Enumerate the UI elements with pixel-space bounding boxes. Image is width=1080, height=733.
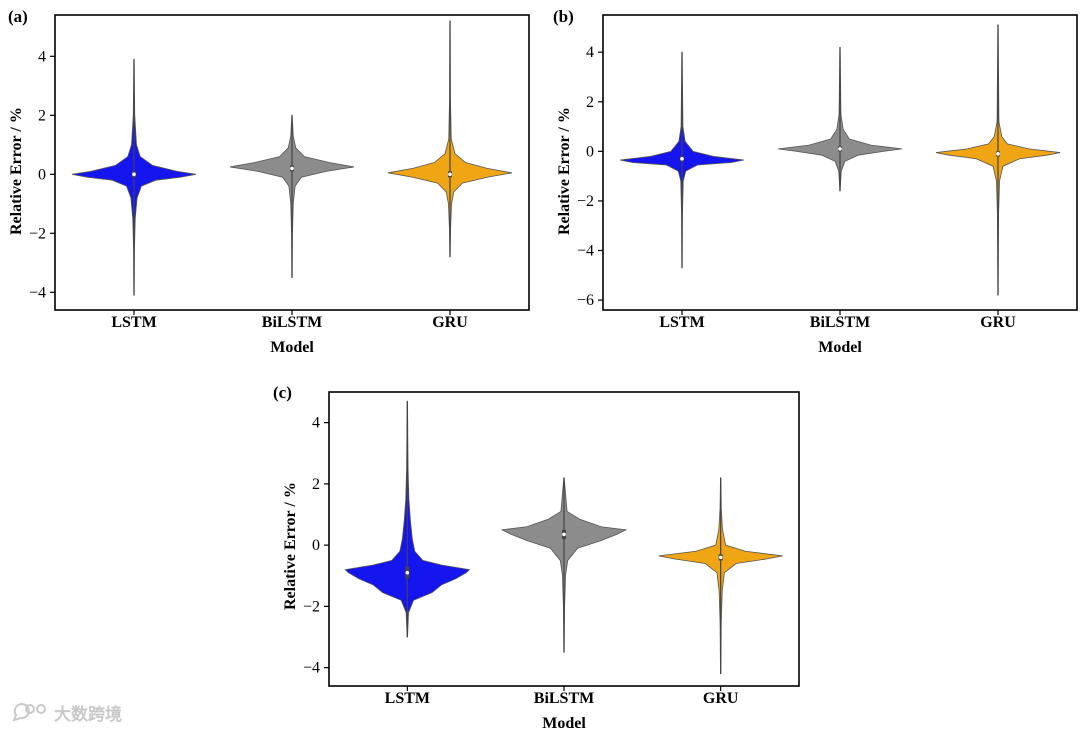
median-dot-bilstm <box>562 532 566 537</box>
x-tick-label: GRU <box>980 314 1016 331</box>
panel-label: (c) <box>273 383 292 402</box>
y-tick-label: −2 <box>29 225 46 242</box>
chat-bubble-icon <box>12 702 46 722</box>
y-tick-label: 2 <box>586 94 594 111</box>
y-tick-label: −6 <box>577 292 594 309</box>
chart-panel-b: (b) −6 −4 −2 0 2 4 LSTM BiLSTM GRU Model Relative E… <box>553 7 1078 356</box>
x-tick-label: BiLSTM <box>534 690 594 707</box>
x-tick-label: LSTM <box>659 314 704 331</box>
x-tick-label: GRU <box>703 690 739 707</box>
x-tick-label: LSTM <box>385 690 430 707</box>
x-tick-label: BiLSTM <box>810 314 870 331</box>
y-tick-label: −2 <box>577 193 594 210</box>
median-dot-bilstm <box>838 147 842 151</box>
median-dot-lstm <box>132 172 136 177</box>
x-axis-title: Model <box>818 339 862 356</box>
median-dot-bilstm <box>290 166 294 171</box>
x-tick-label: LSTM <box>111 314 156 331</box>
y-axis-title: Relative Error / % <box>282 482 299 610</box>
y-tick-label: 4 <box>586 44 594 61</box>
y-tick-label: 2 <box>38 107 46 124</box>
y-tick-label: −4 <box>303 660 320 677</box>
y-tick-label: 0 <box>38 166 46 183</box>
y-tick-label: −2 <box>303 598 320 615</box>
median-dot-gru <box>996 152 1000 156</box>
x-tick-label: GRU <box>432 314 468 331</box>
y-tick-label: 0 <box>312 537 320 554</box>
y-axis-title: Relative Error / % <box>556 107 573 235</box>
chart-panel-a: (a) −4 −2 0 2 4 LSTM BiLSTM GRU Model Relative Err… <box>8 7 530 356</box>
median-dot-lstm <box>680 156 684 161</box>
watermark: 大数跨境 <box>10 700 122 725</box>
x-axis-title: Model <box>270 339 314 356</box>
y-tick-label: 2 <box>312 476 320 493</box>
median-dot-gru <box>718 555 723 560</box>
y-tick-label: 4 <box>312 415 320 432</box>
median-dot-gru <box>448 172 452 177</box>
median-dot-lstm <box>405 570 410 575</box>
chart-panel-c: (c) −4 −2 0 2 4 LSTM BiLSTM GRU Model Relative Err… <box>273 383 800 732</box>
x-axis-title: Model <box>542 715 586 732</box>
watermark-text: 大数跨境 <box>54 705 122 725</box>
panel-label: (b) <box>553 7 574 26</box>
x-tick-label: BiLSTM <box>262 314 322 331</box>
y-tick-label: 4 <box>38 48 46 65</box>
panel-label: (a) <box>8 7 28 26</box>
y-axis-title: Relative Error / % <box>8 107 25 235</box>
y-tick-label: 0 <box>586 143 594 160</box>
y-tick-label: −4 <box>29 284 46 301</box>
y-tick-label: −4 <box>577 243 594 260</box>
